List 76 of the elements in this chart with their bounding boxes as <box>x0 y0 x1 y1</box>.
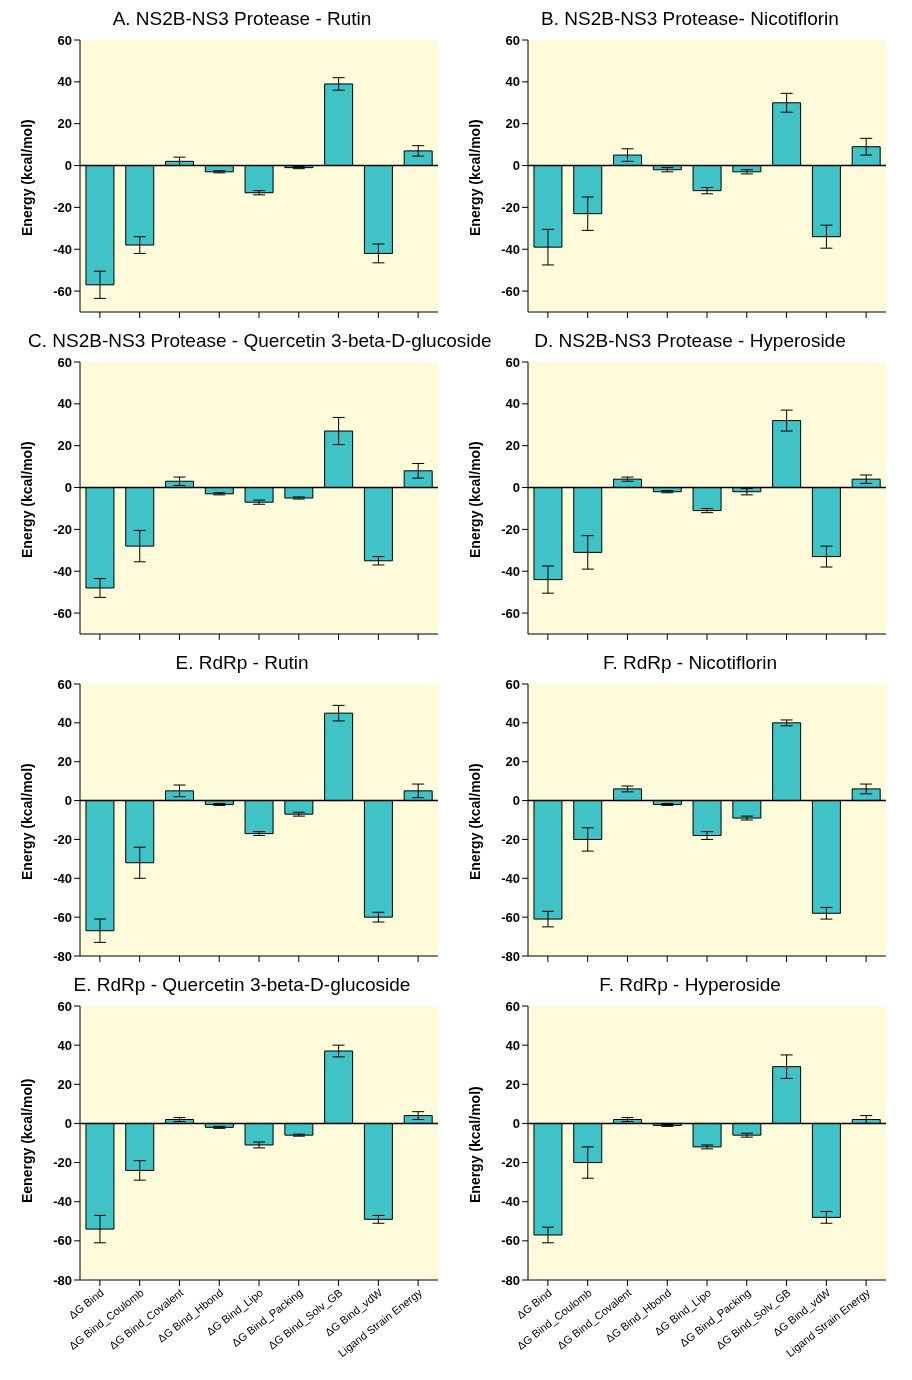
y-tick-label: 40 <box>505 1037 520 1053</box>
y-tick-label: -20 <box>501 832 520 848</box>
y-tick-label: -20 <box>53 1155 72 1171</box>
y-tick-label: 0 <box>64 793 72 809</box>
y-axis-title: Eenergy (kcal/mol) <box>18 1078 35 1203</box>
y-tick-label: 40 <box>57 715 72 731</box>
chart-title: C. NS2B-NS3 Protease - Quercetin 3-beta-D-glucoside <box>27 330 492 353</box>
y-tick-label: -80 <box>501 1272 520 1288</box>
y-tick-label: -40 <box>501 870 520 886</box>
y-tick-label: -60 <box>53 605 72 621</box>
y-tick-label: 20 <box>505 438 520 454</box>
y-tick-label: 60 <box>57 32 72 48</box>
chart-title: E. RdRp - Quercetin 3-beta-D-glucoside <box>72 974 412 997</box>
y-axis-title: Energy (kcal/mol) <box>466 119 483 236</box>
y-tick-label: -80 <box>501 948 520 964</box>
y-tick-label: 40 <box>505 396 520 412</box>
y-tick-label: -40 <box>53 563 72 579</box>
y-tick-label: -80 <box>53 1272 72 1288</box>
chart-title: A. NS2B-NS3 Protease - Rutin <box>111 8 373 31</box>
y-tick-label: 20 <box>57 754 72 770</box>
chart-title: F. RdRp - Nicotiflorin <box>601 652 779 675</box>
y-tick-label: -40 <box>53 870 72 886</box>
y-tick-label: 20 <box>57 438 72 454</box>
y-tick-label: 20 <box>57 1076 72 1092</box>
y-tick-label: 0 <box>512 793 520 809</box>
y-tick-label: 60 <box>505 676 520 692</box>
y-tick-label: 60 <box>57 354 72 370</box>
y-tick-label: -60 <box>53 283 72 299</box>
y-tick-label: 0 <box>512 480 520 496</box>
y-tick-label: 0 <box>64 480 72 496</box>
y-axis-title: Energy (kcal/mol) <box>466 1086 483 1203</box>
y-tick-label: -20 <box>501 522 520 537</box>
y-tick-label: -60 <box>53 909 72 925</box>
y-axis-title: Energy (kcal/mol) <box>466 441 483 558</box>
y-tick-label: -20 <box>501 200 520 215</box>
y-tick-label: -40 <box>53 1194 72 1210</box>
y-tick-label: -60 <box>53 1233 72 1249</box>
y-tick-label: 20 <box>505 754 520 770</box>
y-tick-label: 40 <box>57 1037 72 1053</box>
y-tick-label: 0 <box>512 1116 520 1132</box>
y-tick-label: 20 <box>505 1076 520 1092</box>
y-tick-label: 20 <box>505 116 520 132</box>
chart-title: E. RdRp - Rutin <box>174 652 310 675</box>
y-tick-label: -20 <box>501 1155 520 1171</box>
y-tick-label: -40 <box>501 241 520 257</box>
y-tick-label: 60 <box>505 354 520 370</box>
y-tick-label: 60 <box>505 32 520 48</box>
y-tick-label: -40 <box>501 1194 520 1210</box>
y-tick-label: 40 <box>505 715 520 731</box>
y-axis-title: Energy (kcal/mol) <box>466 763 483 880</box>
y-tick-label: 40 <box>57 74 72 90</box>
chart-title: D. NS2B-NS3 Protease - Hyperoside <box>534 330 846 351</box>
y-tick-label: 40 <box>505 74 520 90</box>
y-tick-label: -60 <box>501 283 520 299</box>
chart-title: B. NS2B-NS3 Protease- Nicotiflorin <box>540 8 840 31</box>
y-tick-label: -60 <box>501 605 520 621</box>
y-tick-label: -20 <box>53 522 72 537</box>
y-tick-label: -60 <box>501 909 520 925</box>
y-tick-label: 60 <box>505 998 520 1014</box>
y-tick-label: 60 <box>57 676 72 692</box>
y-tick-label: 60 <box>57 998 72 1014</box>
y-axis-title: Energy (kcal/mol) <box>18 441 35 558</box>
y-axis-title: Energy (kcal/mol) <box>18 119 35 236</box>
y-tick-label: 20 <box>57 116 72 132</box>
y-tick-label: -80 <box>53 948 72 964</box>
y-tick-label: 40 <box>57 396 72 412</box>
y-tick-label: -40 <box>501 563 520 579</box>
y-tick-label: 0 <box>512 158 520 174</box>
y-tick-label: -60 <box>501 1233 520 1249</box>
y-tick-label: -40 <box>53 241 72 257</box>
y-tick-label: 0 <box>64 1116 72 1132</box>
y-axis-title: Energy (kcal/mol) <box>18 763 35 880</box>
chart-title: F. RdRp - Hyperoside <box>598 974 782 997</box>
y-tick-label: -20 <box>53 832 72 848</box>
y-tick-label: 0 <box>64 158 72 174</box>
y-tick-label: -20 <box>53 200 72 215</box>
